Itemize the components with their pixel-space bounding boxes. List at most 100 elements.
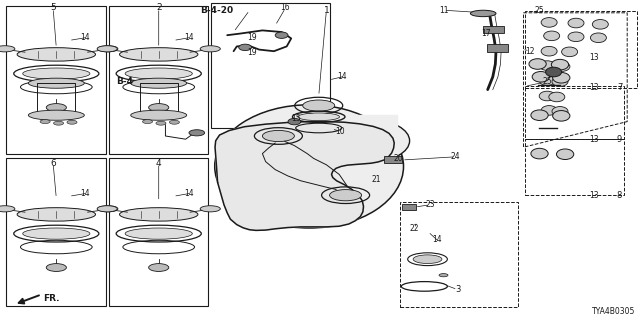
Ellipse shape — [156, 121, 166, 125]
Ellipse shape — [215, 105, 404, 228]
Bar — [211, 3, 330, 128]
Ellipse shape — [541, 106, 557, 115]
Ellipse shape — [98, 206, 118, 212]
Text: 11: 11 — [439, 6, 448, 15]
Ellipse shape — [552, 60, 569, 70]
Ellipse shape — [543, 31, 559, 41]
Ellipse shape — [553, 110, 570, 121]
Ellipse shape — [593, 20, 608, 29]
Ellipse shape — [22, 228, 90, 239]
Text: 14: 14 — [80, 189, 90, 198]
Text: FR.: FR. — [43, 294, 60, 303]
Ellipse shape — [531, 110, 548, 121]
Circle shape — [288, 118, 301, 125]
Text: B-4-20: B-4-20 — [200, 6, 233, 15]
Ellipse shape — [125, 228, 192, 239]
Text: 8: 8 — [617, 191, 622, 200]
Circle shape — [275, 32, 288, 38]
Ellipse shape — [0, 46, 15, 52]
Text: 6: 6 — [51, 159, 56, 168]
Text: 12: 12 — [525, 47, 534, 56]
Bar — [109, 6, 208, 154]
Text: 4: 4 — [156, 159, 161, 168]
Text: 1: 1 — [324, 6, 329, 15]
Text: 20: 20 — [394, 154, 404, 163]
Ellipse shape — [170, 120, 179, 124]
Text: 17: 17 — [481, 29, 492, 38]
Text: 25: 25 — [534, 6, 545, 15]
Ellipse shape — [540, 61, 556, 70]
Ellipse shape — [568, 18, 584, 28]
Ellipse shape — [17, 208, 95, 221]
Bar — [487, 44, 508, 52]
Text: 3: 3 — [455, 285, 460, 294]
Ellipse shape — [540, 76, 556, 85]
Bar — [109, 158, 208, 306]
Ellipse shape — [131, 78, 187, 88]
Bar — [525, 86, 624, 139]
Ellipse shape — [303, 100, 335, 111]
Text: 13: 13 — [589, 84, 599, 92]
Ellipse shape — [28, 110, 84, 120]
Text: 21: 21 — [372, 175, 381, 184]
Ellipse shape — [552, 77, 568, 86]
Bar — [402, 204, 416, 210]
Ellipse shape — [98, 46, 118, 52]
Text: 13: 13 — [589, 53, 599, 62]
Ellipse shape — [568, 32, 584, 42]
Text: 22: 22 — [410, 224, 419, 233]
Bar — [384, 156, 402, 163]
Ellipse shape — [148, 104, 169, 111]
Text: 14: 14 — [432, 236, 442, 244]
Polygon shape — [215, 122, 394, 230]
Ellipse shape — [298, 113, 340, 121]
Ellipse shape — [548, 92, 564, 102]
Ellipse shape — [554, 62, 570, 71]
Text: 14: 14 — [80, 33, 90, 42]
Ellipse shape — [120, 48, 198, 61]
Ellipse shape — [562, 47, 578, 57]
Ellipse shape — [17, 48, 95, 61]
Ellipse shape — [529, 59, 547, 69]
Text: 14: 14 — [184, 33, 194, 42]
Ellipse shape — [67, 120, 77, 124]
Ellipse shape — [531, 148, 548, 159]
Text: 9: 9 — [617, 135, 622, 144]
Ellipse shape — [540, 91, 556, 101]
Bar — [483, 26, 504, 33]
Ellipse shape — [541, 18, 557, 27]
Text: 5: 5 — [51, 4, 56, 12]
Ellipse shape — [200, 206, 220, 212]
Ellipse shape — [28, 78, 84, 88]
Text: 19: 19 — [246, 48, 257, 57]
Ellipse shape — [143, 120, 152, 124]
Bar — [525, 11, 637, 88]
Circle shape — [239, 44, 252, 51]
Ellipse shape — [439, 274, 448, 277]
Ellipse shape — [413, 255, 442, 264]
Ellipse shape — [591, 33, 607, 43]
Text: 15: 15 — [291, 114, 301, 123]
Text: 7: 7 — [617, 84, 622, 92]
Text: 14: 14 — [184, 189, 194, 198]
Ellipse shape — [545, 67, 562, 77]
Text: 13: 13 — [589, 191, 599, 200]
Text: TYA4B0305: TYA4B0305 — [591, 307, 635, 316]
Ellipse shape — [330, 189, 362, 201]
Ellipse shape — [22, 68, 90, 79]
Ellipse shape — [40, 120, 50, 124]
Ellipse shape — [553, 72, 570, 83]
Ellipse shape — [189, 130, 205, 136]
Text: 24: 24 — [451, 152, 461, 161]
Ellipse shape — [532, 72, 550, 82]
Ellipse shape — [470, 10, 496, 17]
Ellipse shape — [54, 121, 63, 125]
Text: 2: 2 — [156, 4, 161, 12]
Bar — [6, 6, 106, 154]
Ellipse shape — [131, 110, 187, 120]
Bar — [525, 139, 624, 195]
Ellipse shape — [97, 46, 117, 52]
Ellipse shape — [148, 264, 169, 271]
Text: 25: 25 — [542, 77, 552, 86]
Ellipse shape — [262, 130, 294, 141]
